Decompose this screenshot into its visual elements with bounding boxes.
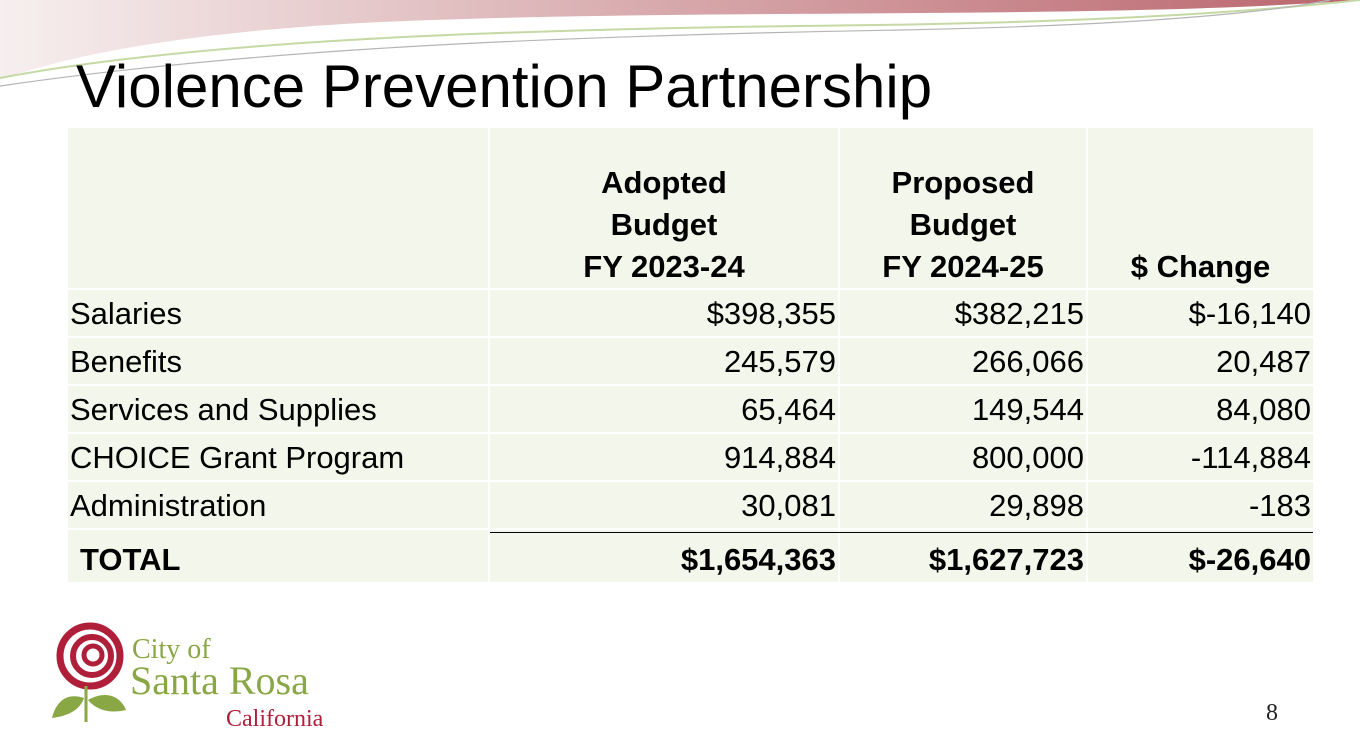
logo-text: California [226,706,324,732]
header-cell: Proposed Budget FY 2024-25 [840,128,1088,290]
total-amount: $1,627,723 [840,530,1088,584]
amount-cell: 29,898 [840,482,1088,530]
amount-cell: -114,884 [1088,434,1313,482]
header-row: Adopted Budget FY 2023-24 Proposed Budget FY … [68,128,1313,290]
header-cell [68,128,490,290]
logo-text: City of [132,634,211,665]
slide-title: Violence Prevention Partnership [76,53,933,120]
label-cell: CHOICE Grant Program [68,434,490,482]
header-text: Budget [909,207,1017,242]
header-text: $ Change [1130,249,1271,284]
header-text: Adopted [601,165,727,200]
amount-cell: 149,544 [840,386,1088,434]
amount-cell: 245,579 [490,338,840,386]
total-amount: $1,654,363 [490,530,840,584]
table-row: Benefits 245,579 266,066 20,487 [68,338,1313,386]
total-amount: $-26,640 [1088,530,1313,584]
table-row: Administration 30,081 29,898 -183 [68,482,1313,530]
header-text: FY 2024-25 [882,249,1044,284]
amount-cell: -183 [1088,482,1313,530]
amount-cell: 30,081 [490,482,840,530]
header-cell: Adopted Budget FY 2023-24 [490,128,840,290]
amount-cell: 84,080 [1088,386,1313,434]
rose-icon [52,622,126,722]
total-rule [490,532,1313,533]
header-text: FY 2023-24 [583,249,745,284]
swoosh-band [0,0,1360,80]
logo-text: Santa Rosa [130,658,309,703]
label-cell: Benefits [68,338,490,386]
header-swoosh [0,0,1360,87]
amount-cell: $398,355 [490,290,840,338]
budget-table: Adopted Budget FY 2023-24 Proposed Budget FY … [68,128,1313,584]
amount-cell: 20,487 [1088,338,1313,386]
label-cell: Salaries [68,290,490,338]
total-row: TOTAL $1,654,363 $1,627,723 $-26,640 [68,530,1313,584]
header-text: Budget [610,207,718,242]
page-number: 8 [1266,700,1278,726]
swoosh-line [0,0,1331,87]
amount-cell: 266,066 [840,338,1088,386]
amount-cell: 914,884 [490,434,840,482]
city-logo: City of Santa Rosa California [52,622,324,732]
amount-cell: 800,000 [840,434,1088,482]
header-text: Proposed [891,165,1035,200]
amount-cell: 65,464 [490,386,840,434]
table-row: Salaries $398,355 $382,215 $-16,140 [68,290,1313,338]
label-cell: Administration [68,482,490,530]
swoosh-line [0,0,1360,79]
amount-cell: $-16,140 [1088,290,1313,338]
total-label: TOTAL [68,530,490,584]
header-cell: $ Change [1088,128,1313,290]
amount-cell: $382,215 [840,290,1088,338]
label-cell: Services and Supplies [68,386,490,434]
table-row: CHOICE Grant Program 914,884 800,000 -114,8… [68,434,1313,482]
table-row: Services and Supplies 65,464 149,544 84,080 [68,386,1313,434]
